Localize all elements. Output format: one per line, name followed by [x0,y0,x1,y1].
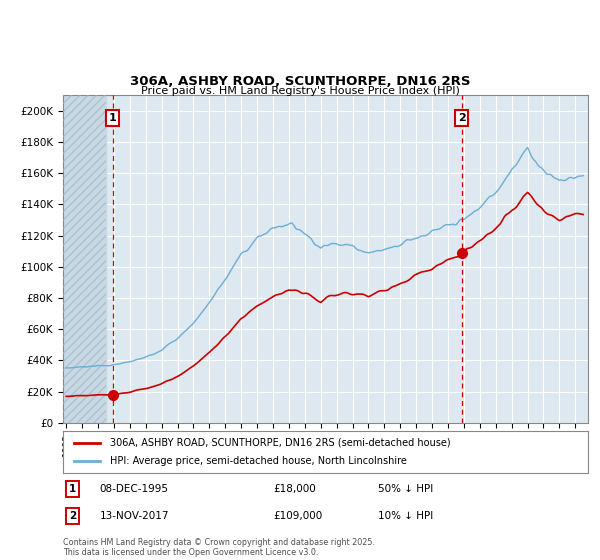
Text: 08-DEC-1995: 08-DEC-1995 [100,484,169,494]
Text: 306A, ASHBY ROAD, SCUNTHORPE, DN16 2RS: 306A, ASHBY ROAD, SCUNTHORPE, DN16 2RS [130,75,470,88]
Text: 50% ↓ HPI: 50% ↓ HPI [378,484,433,494]
Text: 2: 2 [69,511,76,521]
Bar [63,95,106,423]
Text: 10% ↓ HPI: 10% ↓ HPI [378,511,433,521]
Text: 13-NOV-2017: 13-NOV-2017 [100,511,169,521]
Text: 2: 2 [458,113,466,123]
Text: £18,000: £18,000 [273,484,316,494]
Text: HPI: Average price, semi-detached house, North Lincolnshire: HPI: Average price, semi-detached house,… [110,456,407,466]
Text: £109,000: £109,000 [273,511,322,521]
Text: 1: 1 [69,484,76,494]
Bar [63,95,106,423]
Text: 306A, ASHBY ROAD, SCUNTHORPE, DN16 2RS (semi-detached house): 306A, ASHBY ROAD, SCUNTHORPE, DN16 2RS (… [110,438,451,448]
Text: 1: 1 [109,113,116,123]
Text: Price paid vs. HM Land Registry's House Price Index (HPI): Price paid vs. HM Land Registry's House … [140,86,460,96]
Text: Contains HM Land Registry data © Crown copyright and database right 2025.
This d: Contains HM Land Registry data © Crown c… [63,538,375,557]
